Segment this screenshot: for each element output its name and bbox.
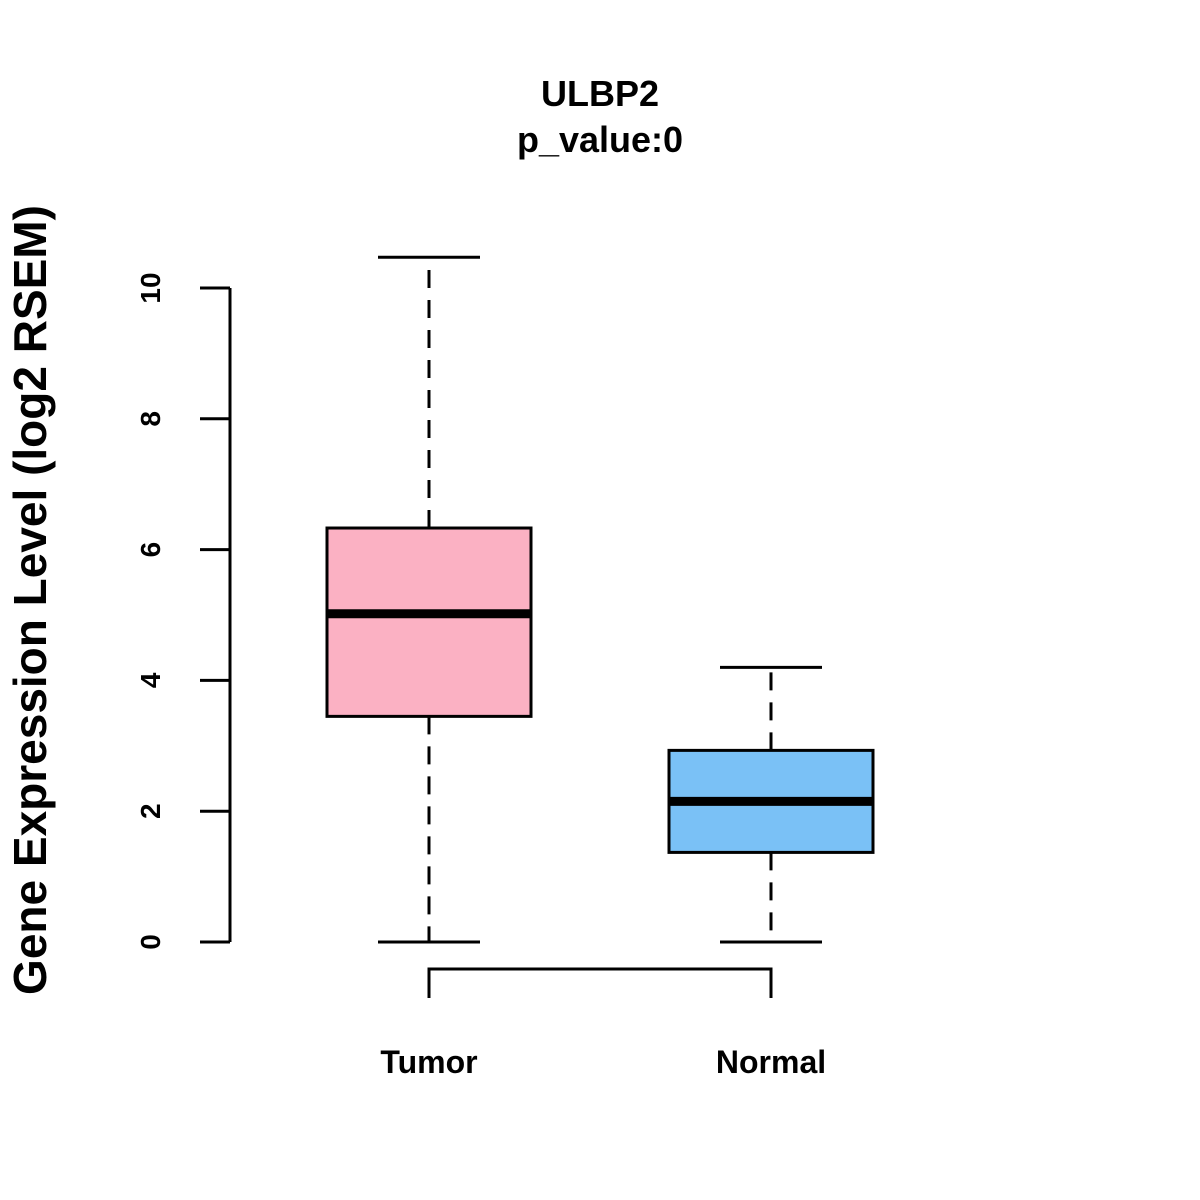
x-label-tumor: Tumor: [380, 1044, 477, 1080]
chart-subtitle: p_value:0: [517, 119, 683, 160]
x-label-normal: Normal: [716, 1044, 826, 1080]
y-tick-label-6: 6: [135, 542, 166, 558]
y-axis: 0 2 4 6 8 10: [135, 272, 232, 950]
box-tumor: [325, 255, 533, 944]
y-tick-label-2: 2: [135, 803, 166, 819]
y-tick-label-8: 8: [135, 411, 166, 427]
box-normal: [667, 665, 875, 944]
iqr-box: [325, 526, 533, 718]
y-tick-label-4: 4: [135, 672, 166, 688]
x-axis-labels: Tumor Normal: [380, 1044, 826, 1080]
chart-title: ULBP2: [541, 73, 659, 114]
comparison-bracket: [427, 967, 773, 998]
y-axis-label: Gene Expression Level (log2 RSEM): [4, 205, 56, 995]
bracket-line: [427, 967, 773, 998]
y-tick-label-10: 10: [135, 272, 166, 303]
y-tick-label-0: 0: [135, 934, 166, 950]
box-series: [325, 255, 875, 944]
